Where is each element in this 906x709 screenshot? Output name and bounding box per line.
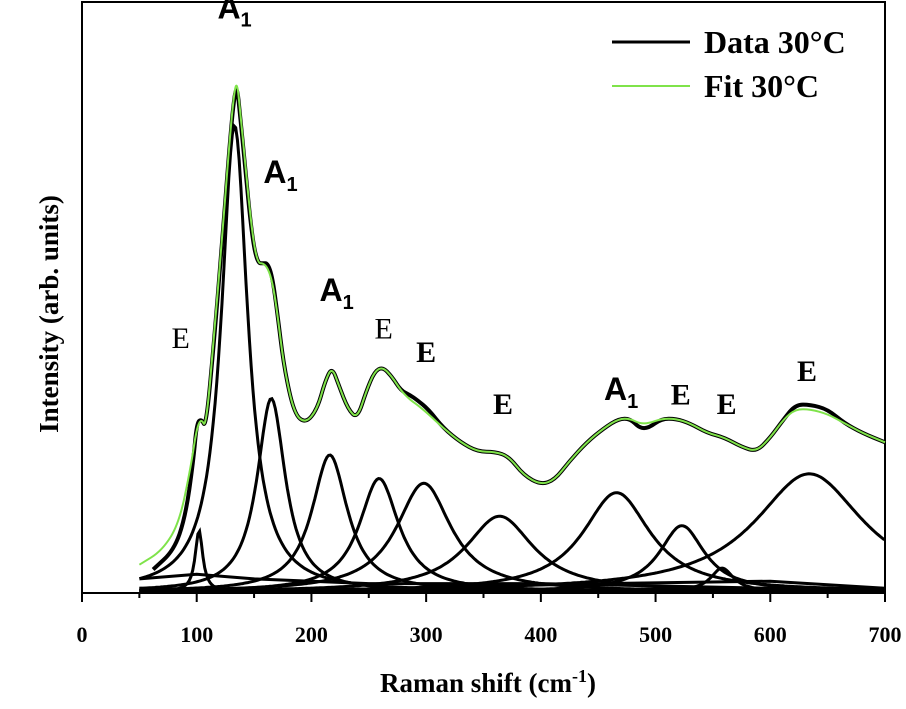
component-peak-634 (139, 472, 886, 592)
y-axis-title: Intensity (arb. units) (34, 195, 64, 433)
peak-label-6: E (416, 336, 436, 369)
peak-label-2: A1 (263, 154, 297, 196)
component-peak-165 (139, 396, 885, 593)
component-peaks (138, 122, 886, 594)
x-axis-title-tail: ) (587, 668, 596, 698)
component-peak-259 (139, 477, 885, 593)
series-layer (138, 84, 886, 571)
peak-label-5: E (375, 313, 393, 346)
peak-label-10: E (717, 388, 737, 421)
x-tick-label-200: 200 (295, 622, 328, 647)
peak-label-7: E (493, 388, 513, 421)
peak-label-11: E (797, 355, 817, 388)
x-tick-label-0: 0 (77, 622, 88, 647)
x-tick-label-300: 300 (410, 622, 443, 647)
x-tick-label-600: 600 (754, 622, 787, 647)
peak-label-1: A1 (217, 0, 251, 31)
x-tick-label-500: 500 (639, 622, 672, 647)
legend-label-data: Data 30°C (704, 24, 846, 60)
x-axis-title-main: Raman shift (cm (380, 668, 572, 698)
x-tick-label-100: 100 (180, 622, 213, 647)
x-tick-label-700: 700 (869, 622, 902, 647)
component-peak-558 (139, 566, 885, 594)
fit-series-line (138, 84, 886, 566)
x-axis-ticks: 0 100 200 300 400 500 600 700 (77, 593, 902, 647)
x-axis-title: Raman shift (cm-1) (380, 666, 596, 698)
x-tick-label-400: 400 (524, 622, 557, 647)
legend-label-fit: Fit 30°C (704, 68, 819, 104)
peak-label-8: A1 (604, 371, 638, 413)
peak-label-9: E (671, 379, 691, 412)
legend: Data 30°C Fit 30°C (612, 24, 846, 104)
x-axis-title-sup: -1 (572, 666, 587, 686)
peak-label-4: E (171, 322, 189, 355)
peak-label-3: A1 (320, 272, 354, 314)
